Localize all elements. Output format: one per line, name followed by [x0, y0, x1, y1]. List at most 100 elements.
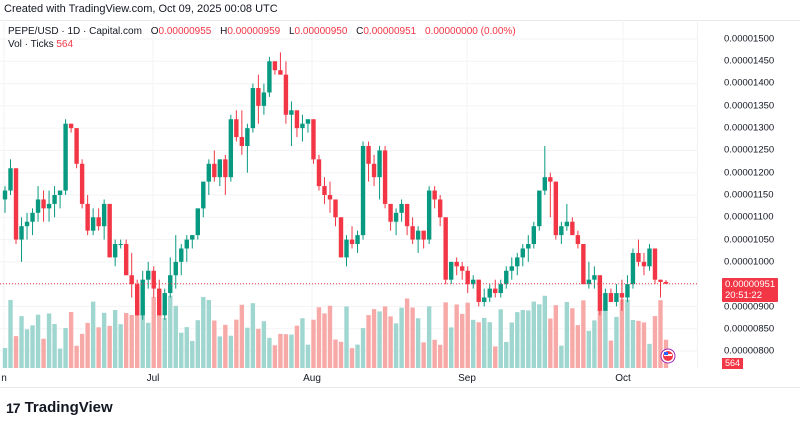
candle — [140, 279, 145, 316]
candle — [371, 163, 377, 178]
candle — [338, 217, 344, 258]
open-value: 0.00000955 — [158, 26, 212, 37]
volume-bar — [311, 319, 316, 368]
symbol-label[interactable]: PEPE/USD · 1D · Capital.com — [8, 26, 142, 37]
candle — [179, 248, 184, 262]
candle — [647, 248, 652, 267]
volume-bar — [151, 297, 156, 368]
volume-bar — [526, 310, 531, 368]
volume-bar — [652, 316, 658, 368]
volume-bar — [603, 301, 608, 368]
volume-bar — [322, 313, 327, 368]
volume-bar — [245, 327, 250, 368]
volume-label[interactable]: Vol · Ticks — [8, 39, 54, 50]
low-label: L — [288, 26, 295, 37]
candle — [448, 261, 454, 280]
candle — [586, 279, 592, 285]
candlestick-plot[interactable] — [0, 20, 697, 368]
volume-bar — [471, 319, 476, 368]
candle — [581, 244, 586, 285]
volume-bar — [256, 328, 261, 368]
candle — [96, 217, 101, 227]
candle — [663, 281, 669, 284]
candle — [239, 137, 245, 146]
volume-bar — [316, 307, 322, 368]
candle — [421, 230, 426, 240]
low-value: 0.00000950 — [294, 26, 348, 37]
candle — [437, 199, 443, 218]
price-tick: 0.00001150 — [724, 189, 774, 201]
volume-bar — [57, 348, 63, 368]
volume-bar — [482, 317, 487, 368]
candle — [652, 248, 658, 280]
created-with-caption: Created with TradingView.com, Oct 09, 20… — [4, 3, 278, 15]
candle — [146, 270, 151, 280]
candle — [129, 275, 134, 285]
volume-row: Vol · Ticks 564 — [8, 38, 516, 51]
volume-bar — [278, 333, 283, 368]
volume-bar — [201, 296, 206, 368]
volume-value: 564 — [56, 39, 74, 50]
volume-bar — [24, 329, 30, 368]
volume-bar — [581, 300, 586, 368]
volume-bar — [614, 316, 619, 368]
volume-bar — [162, 318, 167, 368]
candle — [173, 261, 178, 276]
candle — [399, 203, 404, 213]
volume-bar — [531, 301, 536, 368]
candle — [575, 235, 581, 245]
volume-bar — [437, 344, 443, 368]
volume-bar — [118, 324, 123, 368]
time-axis[interactable]: n Jul Aug Sep Oct — [0, 368, 697, 388]
candle — [415, 230, 421, 240]
candle — [90, 217, 96, 231]
candle — [658, 279, 663, 282]
candle — [283, 74, 289, 115]
volume-bar — [267, 337, 272, 368]
candle — [515, 257, 520, 267]
volume-bar — [459, 313, 465, 368]
volume-bar — [195, 320, 200, 368]
volume-bar — [68, 311, 74, 368]
tradingview-brand[interactable]: 17 TradingView — [6, 399, 113, 416]
candle — [107, 203, 112, 258]
price-axis[interactable]: 0.00001500 0.00001450 0.00001400 0.00001… — [697, 20, 800, 369]
volume-bar — [366, 315, 371, 368]
candle — [300, 123, 305, 129]
us-flag-event-icon[interactable] — [660, 348, 676, 364]
volume-bar — [493, 346, 498, 368]
volume-bar — [333, 339, 338, 368]
volume-bar — [168, 295, 173, 368]
price-tick: 0.00001000 — [724, 256, 775, 268]
candle — [250, 88, 256, 129]
candle — [118, 244, 123, 246]
tradingview-logo-icon: 17 — [6, 399, 21, 416]
chart-frame[interactable] — [0, 20, 800, 388]
volume-bar — [228, 335, 234, 368]
candle — [8, 168, 13, 191]
volume-bar — [85, 322, 90, 368]
volume-bar — [360, 328, 366, 368]
price-tick: 0.00001200 — [724, 167, 775, 179]
volume-bar — [399, 307, 404, 368]
current-price-tag: 0.00000951 20:51:22 — [722, 278, 778, 302]
candle — [278, 70, 283, 75]
volume-bar — [8, 299, 13, 368]
volume-bar — [272, 345, 278, 368]
candle — [256, 88, 261, 106]
candle — [157, 288, 162, 316]
volume-bar — [30, 325, 35, 368]
candle — [201, 181, 206, 209]
volume-bar — [537, 304, 542, 368]
candle — [614, 293, 619, 302]
candle — [608, 293, 614, 302]
price-tick: 0.00001500 — [724, 33, 775, 45]
time-label: Sep — [458, 373, 476, 384]
volume-bar — [327, 305, 333, 368]
volume-bar — [421, 342, 426, 368]
volume-bar — [542, 295, 548, 368]
candle — [471, 279, 476, 285]
candle — [333, 199, 338, 218]
close-label: C — [356, 26, 364, 37]
candle — [261, 92, 267, 106]
